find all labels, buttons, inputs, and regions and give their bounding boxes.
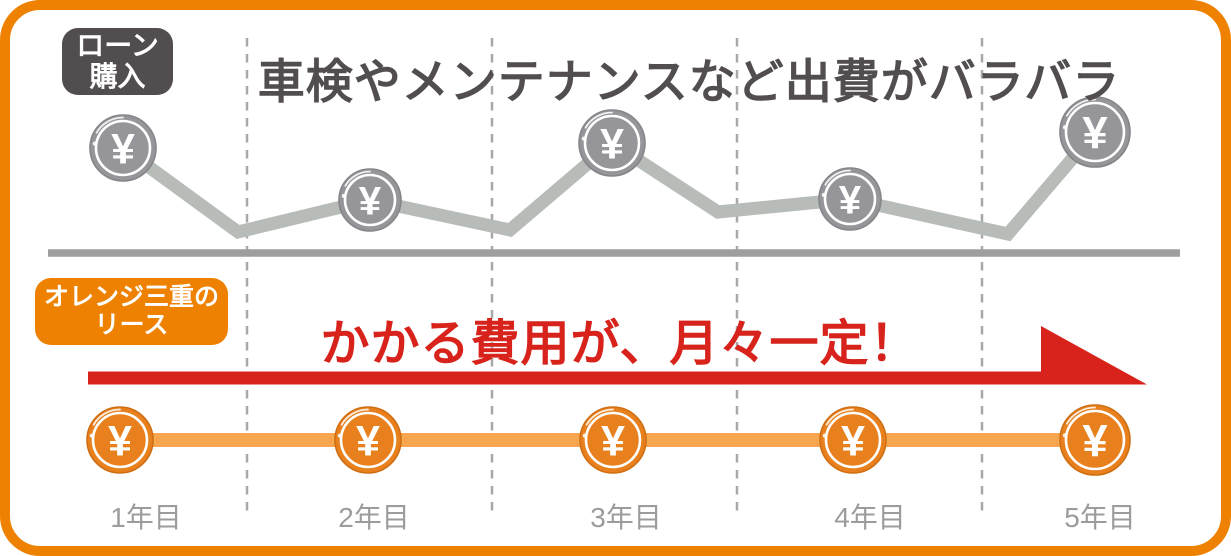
year-axis-label: 4年目 — [834, 502, 906, 533]
year-axis-label: 2年目 — [338, 502, 410, 533]
loan-badge-line2: 購入 — [89, 60, 146, 92]
loan-purchase-badge: ローン 購入 — [62, 28, 173, 95]
lease-headline: かかる費用が、月々一定！ — [320, 317, 920, 371]
yen-coin-icon: ¥ — [818, 167, 882, 231]
yen-symbol: ¥ — [600, 121, 624, 169]
yen-coin-icon: ¥ — [86, 406, 154, 474]
yen-coin-icon: ¥ — [1059, 404, 1131, 476]
yen-coin-icon: ¥ — [334, 406, 402, 474]
yen-symbol: ¥ — [601, 418, 625, 466]
yen-symbol: ¥ — [356, 418, 380, 466]
yen-coin-icon: ¥ — [338, 168, 402, 232]
yen-symbol: ¥ — [839, 178, 862, 223]
lease-badge-line1: オレンジ三重の — [43, 283, 219, 311]
yen-symbol: ¥ — [359, 179, 382, 224]
yen-coin-icon: ¥ — [579, 406, 647, 474]
yen-coin-icon: ¥ — [819, 406, 887, 474]
yen-symbol: ¥ — [841, 418, 865, 466]
yen-symbol: ¥ — [111, 126, 135, 174]
year-axis-label: 3年目 — [590, 502, 662, 533]
yen-symbol: ¥ — [108, 418, 132, 466]
yen-coin-icon: ¥ — [578, 109, 646, 177]
yen-symbol: ¥ — [1082, 107, 1108, 158]
lease-badge-line2: リース — [94, 310, 169, 339]
year-axis-label: 1年目 — [110, 502, 182, 533]
yen-coin-icon: ¥ — [89, 114, 157, 182]
year-axis-label: 5年目 — [1064, 502, 1136, 533]
lease-badge: オレンジ三重の リース — [35, 278, 228, 345]
loan-headline: 車検やメンテナンスなど出費がバラバラ — [257, 55, 1121, 108]
loan-badge-line1: ローン — [76, 29, 159, 61]
constant-cost-arrow — [88, 326, 1147, 385]
yen-symbol: ¥ — [1082, 415, 1108, 466]
yen-coin-icon: ¥ — [1059, 96, 1131, 168]
